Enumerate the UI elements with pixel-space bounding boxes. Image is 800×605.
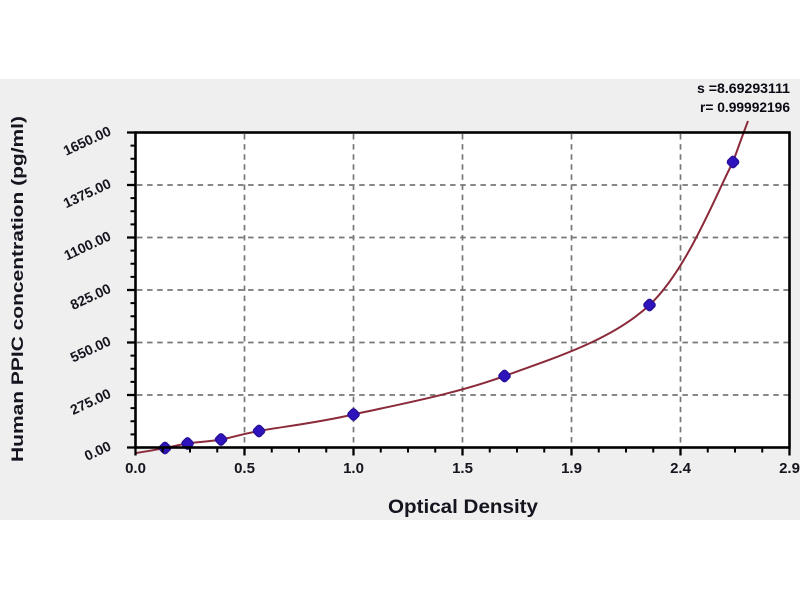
svg-text:0.5: 0.5 [234,460,255,477]
svg-text:1.9: 1.9 [561,460,582,477]
svg-text:Optical Density: Optical Density [388,497,538,518]
svg-text:2.4: 2.4 [670,460,692,477]
svg-text:r= 0.99992196: r= 0.99992196 [700,99,790,115]
svg-text:1.0: 1.0 [343,460,364,477]
svg-text:0.0: 0.0 [125,460,146,477]
svg-text:s =8.69293111: s =8.69293111 [697,80,790,96]
svg-text:1.5: 1.5 [452,460,473,477]
svg-text:2.9: 2.9 [779,460,800,477]
svg-text:Human PPIC concentration (pg/: Human PPIC concentration (pg/ml) [8,116,27,462]
